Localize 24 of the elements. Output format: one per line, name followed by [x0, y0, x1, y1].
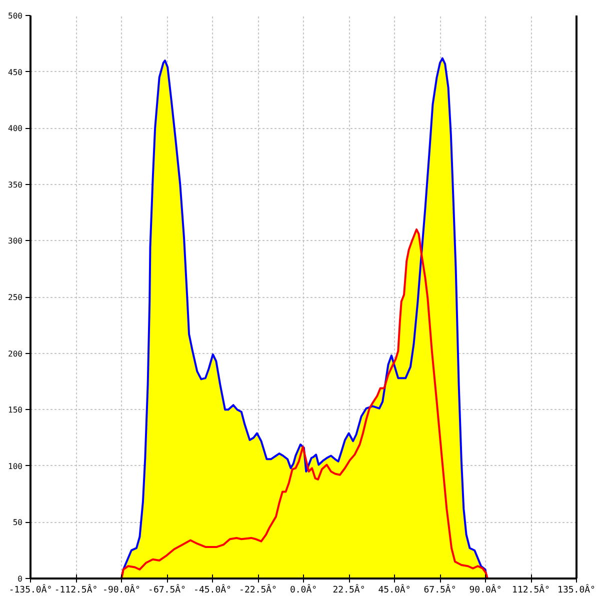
x-tick-label: 67.5Â°: [424, 584, 456, 596]
y-tick-label: 0: [18, 574, 23, 584]
x-tick-label: -135.0Â°: [8, 584, 52, 596]
y-tick-label: 350: [8, 180, 23, 190]
y-tick-label: 300: [8, 236, 23, 246]
x-tick-label: 90.0Â°: [469, 584, 502, 596]
x-tick-label: 45.0Â°: [378, 584, 411, 596]
y-tick-label: 150: [8, 406, 23, 415]
x-tick-label: -90.0Â°: [102, 584, 140, 596]
y-tick-label: 400: [8, 124, 23, 134]
x-tick-label: -45.0Â°: [194, 584, 232, 596]
x-tick-label: 0.0Â°: [290, 584, 318, 596]
x-tick-label: -22.5Â°: [239, 584, 277, 596]
y-tick-label: 500: [8, 12, 23, 20]
x-tick-label: 22.5Â°: [332, 584, 366, 596]
y-tick-label: 250: [8, 293, 23, 302]
y-tick-label: 100: [8, 462, 23, 471]
y-tick-label: 50: [12, 518, 23, 528]
x-tick-label: -67.5Â°: [148, 584, 186, 596]
y-tick-label: 200: [8, 349, 23, 358]
y-tick-label: 450: [8, 68, 23, 77]
x-tick-label: 135.0Â°: [558, 584, 596, 596]
x-tick-label: 112.5Â°: [512, 584, 550, 596]
x-tick-label: -112.5Â°: [54, 584, 98, 596]
